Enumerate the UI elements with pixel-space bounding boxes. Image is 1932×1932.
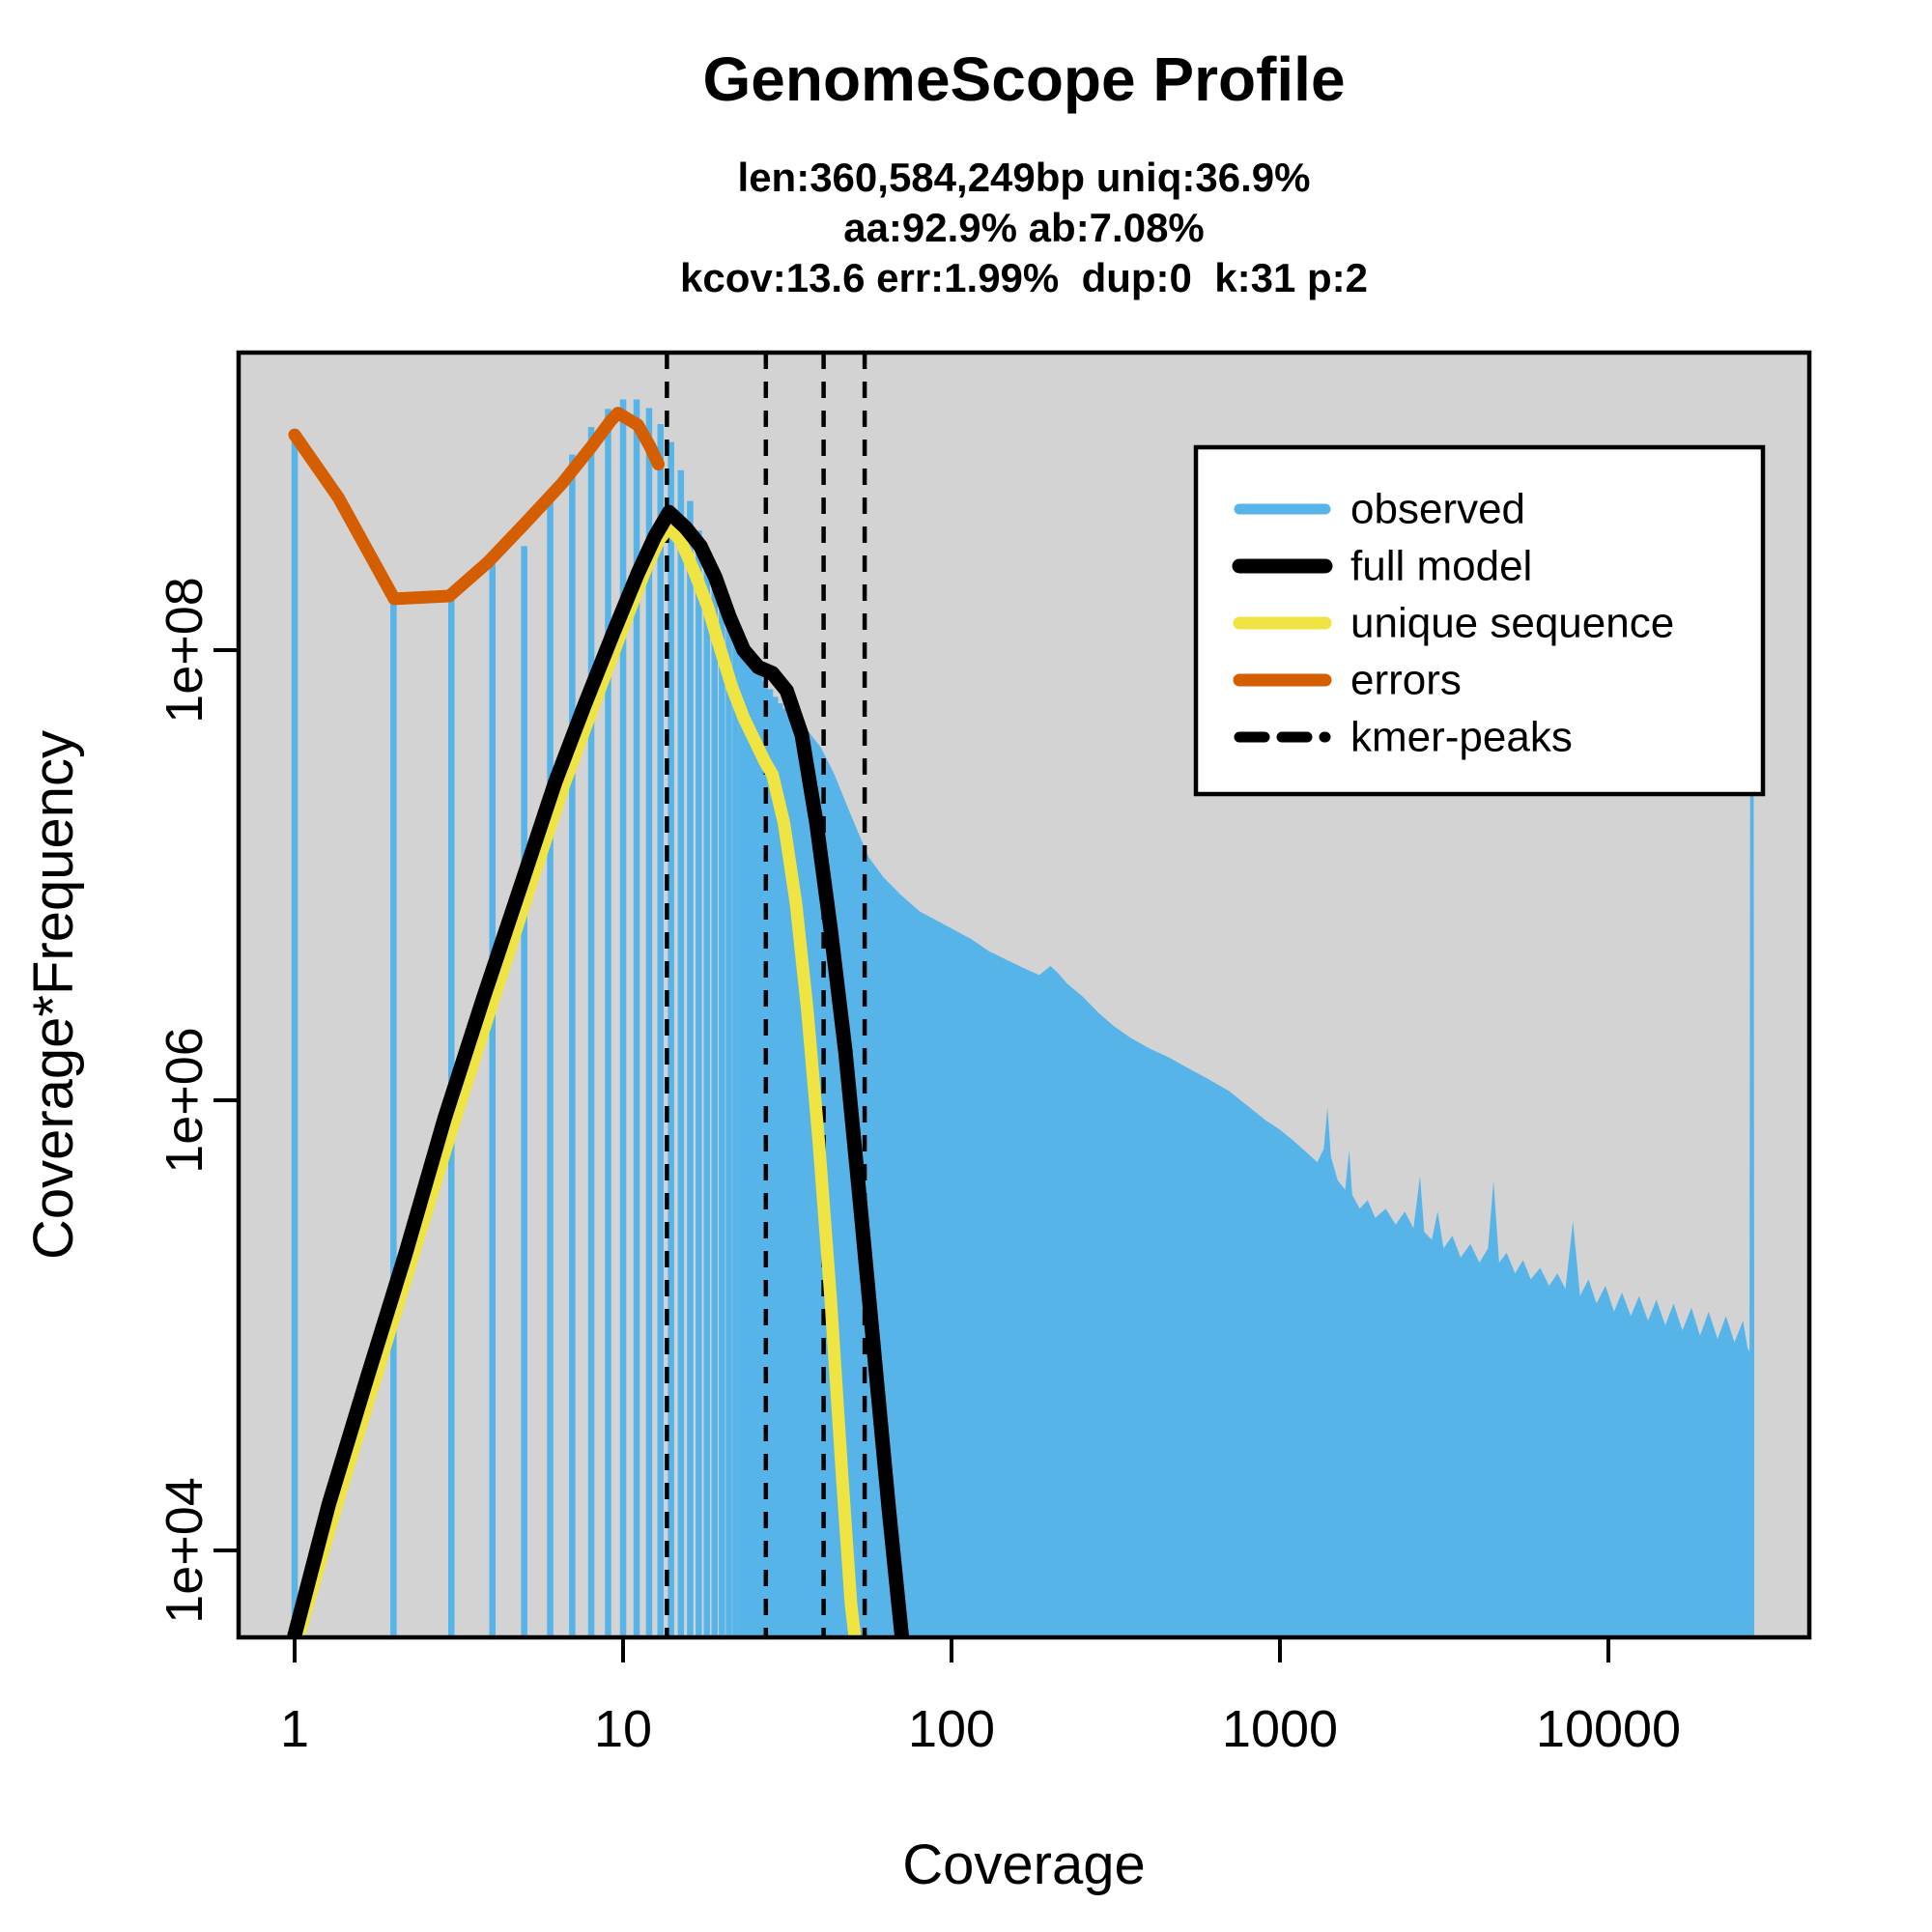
legend-label: full model bbox=[1350, 543, 1532, 590]
observed-bar bbox=[745, 653, 752, 1637]
observed-bar bbox=[766, 689, 774, 1637]
observed-envelope bbox=[788, 714, 1754, 1637]
observed-bar bbox=[732, 628, 739, 1637]
legend-label: unique sequence bbox=[1350, 600, 1674, 647]
errors-curve bbox=[288, 407, 665, 606]
y-tick-label: 1e+08 bbox=[156, 577, 213, 724]
kmer-peak-lines bbox=[665, 353, 867, 1637]
chart-title: GenomeScope Profile bbox=[702, 44, 1345, 114]
x-tick-label: 1000 bbox=[1222, 1700, 1338, 1758]
observed-bar bbox=[755, 671, 763, 1637]
plot-border bbox=[236, 350, 1812, 1640]
observed-bar bbox=[703, 556, 710, 1637]
observed-bar bbox=[605, 409, 611, 1637]
observed-bar bbox=[781, 708, 788, 1637]
observed-bar bbox=[677, 469, 685, 1637]
observed-bar bbox=[633, 399, 640, 1637]
legend: observed full model unique sequence errors k… bbox=[1193, 444, 1766, 797]
legend-label: observed bbox=[1350, 486, 1525, 533]
x-tick-label: 1 bbox=[280, 1700, 309, 1758]
observed-bar bbox=[619, 399, 627, 1637]
observed-bar bbox=[696, 530, 702, 1637]
legend-label: kmer-peaks bbox=[1350, 714, 1573, 761]
observed-bar bbox=[668, 441, 674, 1637]
observed-bar bbox=[785, 714, 792, 1637]
observed-bar bbox=[489, 564, 496, 1637]
unique-sequence-curve bbox=[292, 521, 862, 1637]
observed-bar bbox=[569, 454, 576, 1637]
x-tick-label: 100 bbox=[908, 1700, 995, 1758]
observed-bar bbox=[547, 498, 554, 1637]
observed-bar bbox=[725, 613, 732, 1637]
chart-subtitle-line1: len:360,584,249bp uniq:36.9% bbox=[738, 155, 1311, 200]
data-layers bbox=[287, 353, 1754, 1637]
axis-layers: 1 10 100 1000 10000 1e+04 1e+06 1e+08 bbox=[156, 577, 1681, 1758]
observed-bar bbox=[711, 577, 718, 1637]
observed-bar bbox=[521, 546, 527, 1637]
legend-label: errors bbox=[1350, 657, 1462, 704]
observed-bar bbox=[291, 432, 298, 1637]
observed-bar bbox=[738, 641, 746, 1637]
chart-subtitle-line2: aa:92.9% ab:7.08% bbox=[843, 205, 1205, 250]
y-tick-label: 1e+04 bbox=[156, 1477, 213, 1624]
observed-bar bbox=[751, 662, 757, 1637]
observed-bars bbox=[291, 399, 792, 1637]
observed-bar bbox=[719, 597, 725, 1637]
x-axis-title: Coverage bbox=[902, 1833, 1145, 1896]
x-tick-label: 10 bbox=[594, 1700, 652, 1758]
observed-bar bbox=[657, 424, 664, 1637]
observed-bar bbox=[761, 680, 768, 1637]
y-axis-title: Coverage*Frequency bbox=[22, 730, 85, 1260]
chart-subtitle-line3: kcov:13.6 err:1.99% dup:0 k:31 p:2 bbox=[680, 255, 1368, 300]
observed-bar bbox=[687, 500, 694, 1637]
observed-bar bbox=[777, 703, 783, 1637]
y-tick-label: 1e+06 bbox=[156, 1027, 213, 1174]
observed-bar bbox=[587, 427, 595, 1637]
observed-bar bbox=[645, 408, 653, 1637]
full-model-curve bbox=[287, 504, 909, 1637]
x-tick-label: 10000 bbox=[1536, 1700, 1681, 1758]
observed-bar bbox=[772, 696, 779, 1637]
observed-bar bbox=[390, 598, 397, 1637]
